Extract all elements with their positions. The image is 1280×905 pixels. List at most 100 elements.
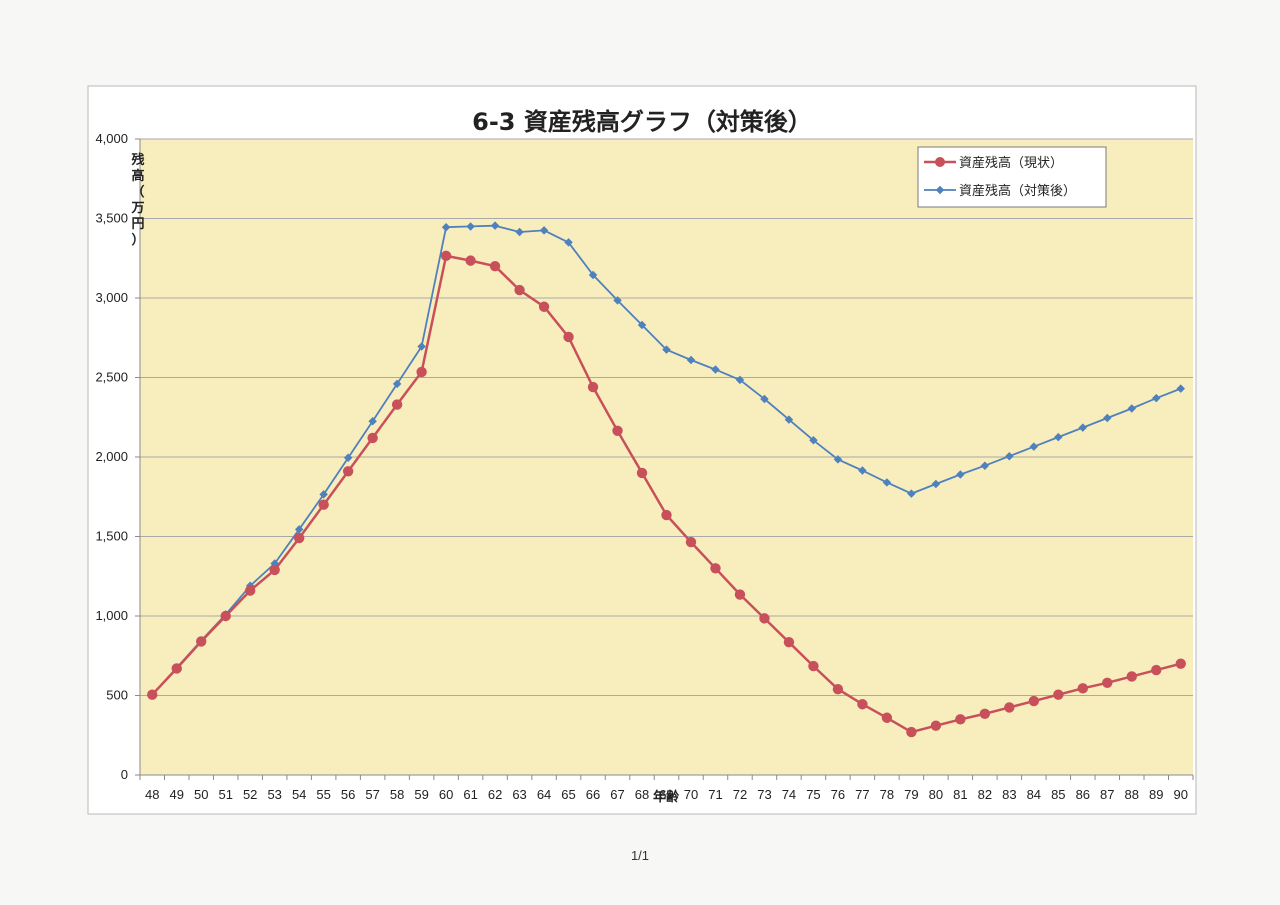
x-tick-label: 55	[316, 787, 330, 802]
data-point	[955, 714, 966, 725]
y-tick-label: 4,000	[95, 131, 128, 146]
x-tick-label: 53	[267, 787, 281, 802]
data-point	[318, 499, 329, 510]
data-point	[783, 637, 795, 648]
y-axis-label-char: 残	[131, 152, 144, 168]
data-point	[858, 466, 867, 475]
y-axis-label-char: 高	[131, 168, 144, 184]
y-tick-label: 1,500	[95, 529, 128, 544]
data-point	[833, 455, 843, 464]
data-point	[857, 699, 868, 710]
x-tick-label: 60	[439, 787, 453, 802]
data-point	[391, 399, 403, 410]
x-tick-label: 89	[1149, 787, 1163, 802]
data-point	[636, 467, 648, 479]
data-point	[367, 432, 378, 444]
x-tick-label: 68	[635, 787, 649, 802]
legend: 資産残高（現状） 資産残高（対策後）	[917, 146, 1107, 208]
data-point	[685, 536, 697, 548]
data-point	[1005, 451, 1014, 461]
x-tick-label: 48	[145, 787, 159, 802]
data-point	[293, 532, 305, 544]
data-point	[342, 466, 354, 477]
x-tick-label: 61	[463, 787, 477, 802]
y-tick-label: 3,000	[95, 290, 128, 305]
series-0	[147, 250, 1186, 738]
gridlines	[140, 138, 1193, 696]
x-tick-label: 71	[708, 787, 722, 802]
data-point	[563, 331, 574, 343]
series-layer	[147, 221, 1186, 738]
y-axis-label-char: （	[131, 184, 144, 200]
data-point	[735, 375, 745, 385]
x-tick-label: 86	[1076, 787, 1090, 802]
x-tick-label: 72	[733, 787, 747, 802]
data-point	[244, 585, 256, 596]
data-point	[171, 663, 182, 674]
x-tick-label: 59	[414, 787, 428, 802]
x-tick-label: 57	[365, 787, 379, 802]
y-axis-label-char: 円	[131, 217, 144, 232]
chart-title: 6-3 資産残高グラフ（対策後）	[472, 108, 812, 136]
data-point	[711, 365, 720, 374]
data-point	[612, 425, 623, 436]
data-point	[538, 301, 550, 312]
x-axis-label: 年齢	[653, 789, 680, 805]
data-point	[1102, 677, 1113, 688]
data-point	[637, 320, 647, 330]
data-point	[1054, 432, 1063, 442]
data-point	[466, 222, 475, 231]
data-point	[587, 381, 599, 393]
data-point	[220, 610, 231, 622]
y-tick-label: 500	[106, 688, 128, 703]
x-tick-label: 66	[586, 787, 600, 802]
x-tick-label: 82	[978, 787, 992, 802]
data-point	[392, 379, 402, 389]
legend-label: 資産残高（対策後）	[959, 183, 1076, 199]
data-point	[1077, 683, 1089, 694]
x-tick-label: 58	[390, 787, 404, 802]
x-tick-label: 78	[880, 787, 894, 802]
y-axis-label-char: ）	[131, 232, 144, 248]
data-point	[906, 726, 917, 738]
data-point	[881, 712, 893, 723]
data-point	[588, 270, 598, 280]
data-point	[490, 221, 500, 230]
data-point	[808, 660, 819, 672]
y-tick-label: 1,000	[95, 608, 128, 623]
data-point	[1127, 404, 1137, 413]
data-point	[196, 636, 207, 647]
data-point	[368, 416, 377, 426]
axes: 0 500 1,000 1,500 2,000 2,500 3,000 3,500 4,000 4…	[95, 131, 1194, 802]
x-tick-label: 51	[218, 787, 232, 802]
data-point	[832, 683, 844, 695]
data-point	[489, 261, 501, 272]
legend-box	[917, 146, 1107, 208]
data-point	[907, 489, 916, 498]
data-point	[980, 461, 990, 470]
data-point	[784, 415, 794, 424]
x-tick-label: 49	[169, 787, 183, 802]
x-tick-label: 64	[537, 787, 551, 802]
data-point	[440, 250, 452, 262]
x-tick-label: 52	[243, 787, 257, 802]
data-point	[1029, 442, 1039, 451]
data-point	[661, 509, 672, 521]
data-point	[686, 355, 696, 365]
y-axis-label-char: 万	[130, 201, 144, 216]
y-axis-label: 残高（万円）	[130, 152, 144, 248]
data-point	[416, 366, 427, 378]
x-tick-label: 84	[1027, 787, 1041, 802]
data-point	[465, 255, 476, 266]
data-point	[1053, 689, 1064, 700]
data-point	[147, 689, 158, 700]
data-point	[1151, 664, 1162, 676]
x-tick-label: 81	[953, 787, 967, 802]
legend-label: 資産残高（現状）	[959, 155, 1063, 171]
x-tick-label: 50	[194, 787, 208, 802]
data-point	[760, 394, 769, 404]
data-point	[1028, 695, 1040, 707]
data-point	[294, 525, 304, 534]
page-number: 1/1	[630, 848, 650, 863]
